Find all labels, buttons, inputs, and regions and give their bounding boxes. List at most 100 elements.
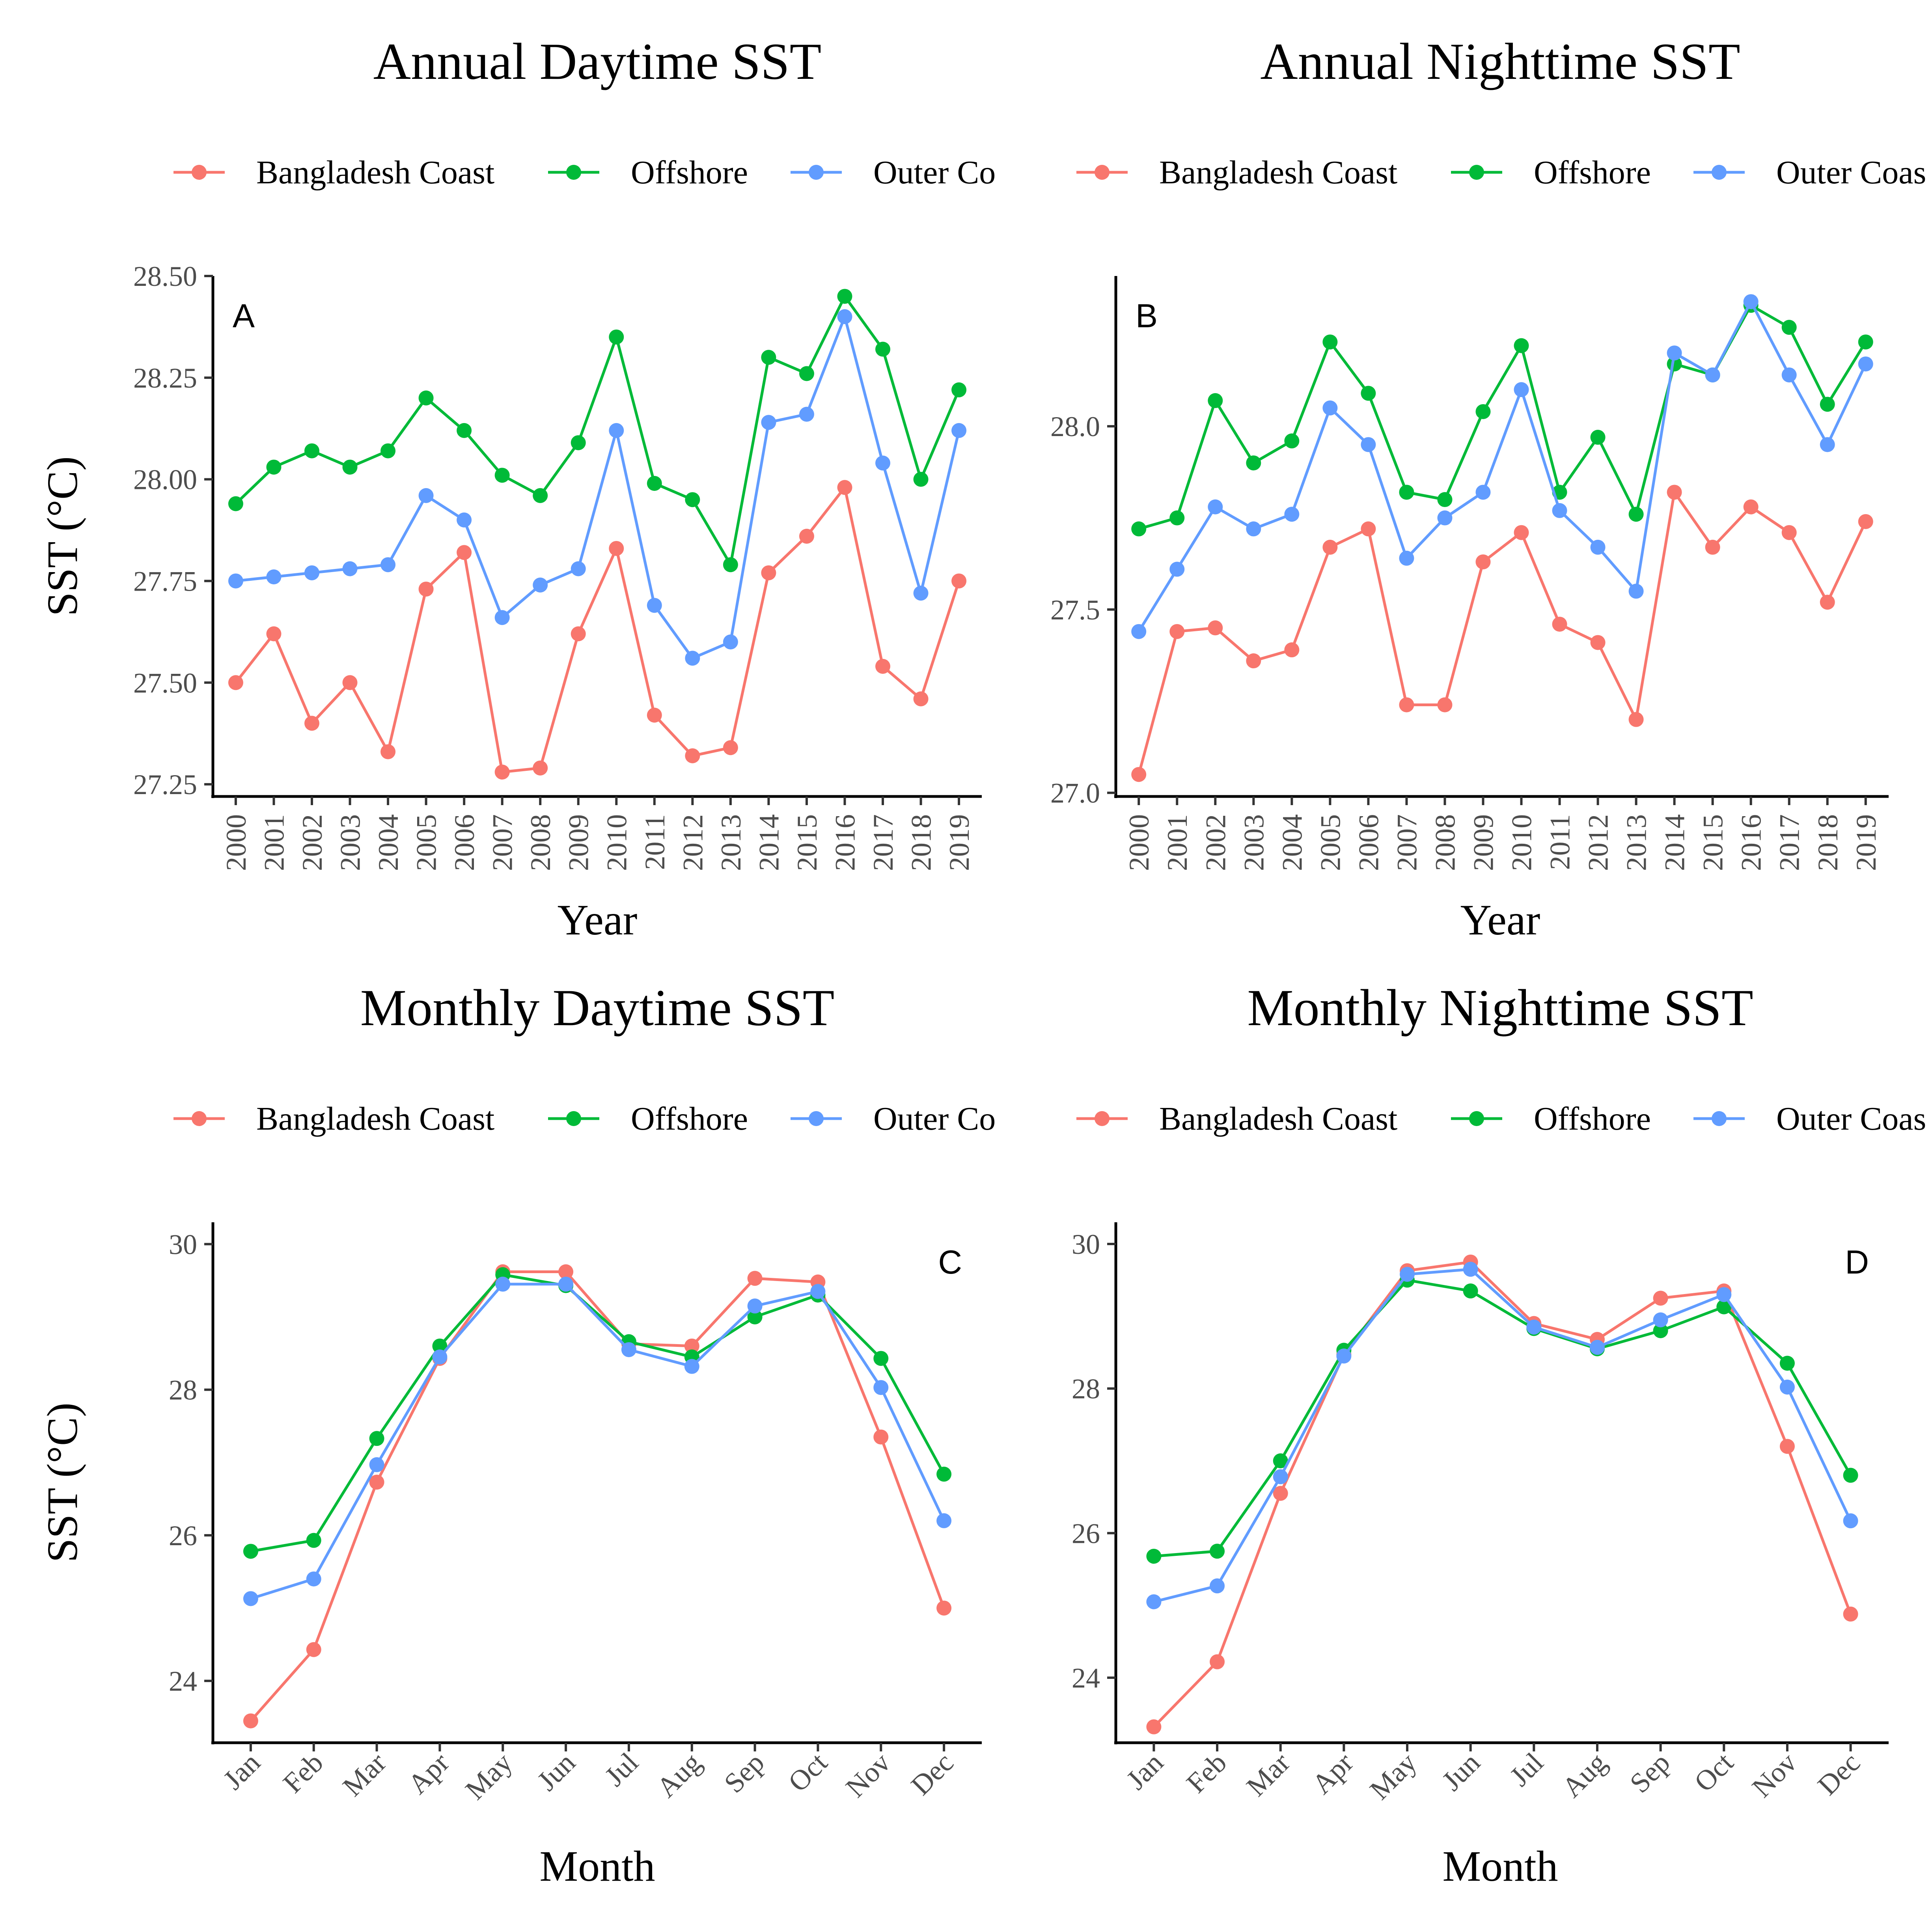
chart-panel-B: Annual Nighttime SST Bangladesh Coast Offs… xyxy=(1050,32,1926,944)
data-point xyxy=(1399,485,1414,500)
data-point xyxy=(306,1642,321,1657)
legend-label: Outer Coas xyxy=(1776,154,1926,191)
data-point xyxy=(1628,507,1644,522)
data-point xyxy=(1475,485,1491,500)
data-point xyxy=(1743,294,1759,310)
x-tick-label: 2005 xyxy=(1315,814,1346,871)
data-point xyxy=(1322,539,1338,555)
series-bangladesh-coast xyxy=(228,480,967,780)
series-outer-coast xyxy=(1146,1262,1858,1609)
panel-letter: A xyxy=(233,297,255,334)
data-point xyxy=(1820,595,1835,610)
x-tick-label: 2002 xyxy=(297,814,328,871)
y-tick-label: 24 xyxy=(1072,1662,1100,1694)
data-point xyxy=(1437,510,1453,526)
panel-letter: C xyxy=(938,1244,962,1281)
x-tick-label: 2008 xyxy=(1429,814,1461,871)
data-point xyxy=(609,423,624,438)
y-tick-label: 27.25 xyxy=(133,769,197,800)
data-point xyxy=(875,341,891,357)
chart-title: Annual Daytime SST xyxy=(373,32,822,90)
x-tick-label: 2003 xyxy=(1238,814,1270,871)
chart-title: Annual Nighttime SST xyxy=(1260,32,1740,90)
legend: Bangladesh Coast Offshore Outer Co xyxy=(173,154,996,191)
data-point xyxy=(799,407,814,422)
data-point xyxy=(243,1544,258,1559)
x-tick-label: Nov xyxy=(839,1747,896,1803)
x-tick-label: Aug xyxy=(1556,1747,1613,1803)
x-tick-label: May xyxy=(459,1747,518,1806)
data-point xyxy=(873,1380,889,1395)
legend-item: Offshore xyxy=(1451,154,1651,191)
data-point xyxy=(1526,1319,1542,1335)
x-tick-label: Mar xyxy=(336,1747,392,1802)
legend-label: Offshore xyxy=(1534,154,1651,191)
data-point xyxy=(243,1591,258,1606)
legend-item: Outer Coas xyxy=(1693,154,1926,191)
x-tick-label: 2013 xyxy=(715,814,747,871)
legend-key-point xyxy=(566,165,581,180)
legend-key-point xyxy=(809,165,824,180)
data-point xyxy=(1781,367,1797,382)
data-point xyxy=(1210,1544,1225,1559)
data-point xyxy=(761,415,776,430)
legend-item: Bangladesh Coast xyxy=(173,154,494,191)
data-point xyxy=(1208,499,1223,515)
legend: Bangladesh Coast Offshore Outer Co xyxy=(173,1100,996,1137)
data-point xyxy=(432,1338,448,1354)
legend-label: Outer Co xyxy=(873,1100,996,1137)
data-point xyxy=(1628,712,1644,727)
data-point xyxy=(1361,521,1376,537)
data-point xyxy=(1628,584,1644,599)
x-tick-label: 2009 xyxy=(563,814,595,871)
data-point xyxy=(1273,1486,1288,1501)
data-point xyxy=(380,744,396,759)
x-tick-label: 2006 xyxy=(1353,814,1384,871)
data-point xyxy=(266,459,282,475)
data-point xyxy=(266,626,282,642)
data-point xyxy=(647,707,662,723)
data-point xyxy=(913,472,929,487)
legend-label: Offshore xyxy=(631,1100,748,1137)
data-point xyxy=(457,423,472,438)
series-line xyxy=(250,1270,945,1722)
data-point xyxy=(369,1457,384,1472)
data-point xyxy=(1475,554,1491,570)
data-point xyxy=(875,455,891,471)
x-tick-label: 2012 xyxy=(1583,814,1614,871)
data-point xyxy=(1716,1287,1732,1302)
data-point xyxy=(1653,1323,1668,1338)
data-point xyxy=(1843,1513,1858,1529)
y-tick-label: 26 xyxy=(1072,1518,1100,1549)
x-tick-label: Jan xyxy=(217,1747,266,1796)
series-line xyxy=(1137,491,1867,775)
data-point xyxy=(609,329,624,345)
data-point xyxy=(609,541,624,556)
x-tick-label: 2000 xyxy=(1123,814,1155,871)
legend-key-point xyxy=(1469,165,1484,180)
series-line xyxy=(235,486,960,774)
y-axis-label: SST (°C) xyxy=(38,1402,86,1563)
x-tick-label: 2001 xyxy=(258,814,290,871)
data-point xyxy=(457,512,472,528)
data-point xyxy=(1705,539,1720,555)
x-tick-label: 2018 xyxy=(1812,814,1844,871)
legend-key-point xyxy=(1095,1111,1110,1126)
data-point xyxy=(228,496,243,511)
data-point xyxy=(1653,1312,1668,1328)
data-point xyxy=(873,1429,889,1445)
chart-panel-A: Annual Daytime SST Bangladesh Coast Offsho… xyxy=(38,32,996,944)
legend-item: Offshore xyxy=(548,154,748,191)
x-axis-label: Month xyxy=(539,1842,655,1890)
data-point xyxy=(1858,356,1873,372)
x-tick-label: 2007 xyxy=(487,814,518,871)
data-point xyxy=(571,626,586,642)
data-point xyxy=(1400,1267,1415,1282)
data-point xyxy=(1589,1340,1605,1355)
data-point xyxy=(494,765,510,780)
data-point xyxy=(761,565,776,580)
data-point xyxy=(799,529,814,544)
x-tick-label: 2018 xyxy=(906,814,937,871)
data-point xyxy=(685,748,700,763)
data-point xyxy=(306,1533,321,1548)
